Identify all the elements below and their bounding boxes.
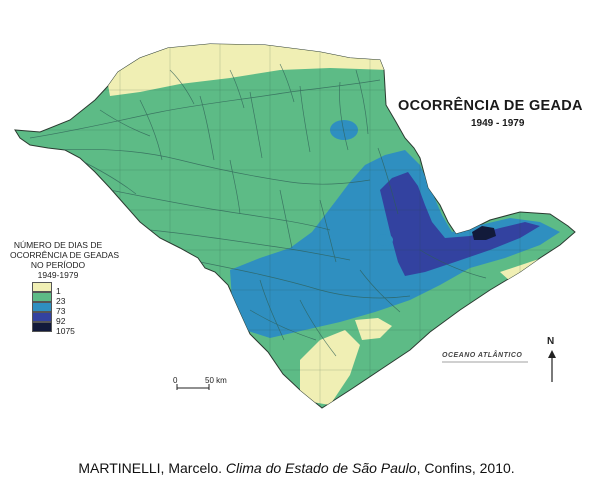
legend: NÚMERO DE DIAS DE OCORRÊNCIA DE GEADAS N… <box>10 240 120 336</box>
legend-item-class-1075: 1075 <box>32 322 120 336</box>
scale-end-label: 50 km <box>205 376 227 385</box>
legend-label: 1 <box>56 286 61 296</box>
legend-swatch <box>32 312 52 322</box>
legend-swatch <box>32 292 52 302</box>
legend-swatch <box>32 322 52 332</box>
legend-label: 92 <box>56 316 66 326</box>
map-title: OCORRÊNCIA DE GEADA <box>398 98 583 114</box>
river-network <box>29 63 487 357</box>
legend-item-class-1: 1 <box>32 282 120 296</box>
legend-title: NÚMERO DE DIAS DE OCORRÊNCIA DE GEADAS N… <box>10 240 120 280</box>
legend-title-line: NO PERÍODO <box>30 260 86 270</box>
legend-label: 23 <box>56 296 66 306</box>
zone-class-1-coast-mid <box>355 318 392 340</box>
legend-title-line: OCORRÊNCIA DE GEADAS <box>10 250 120 260</box>
legend-label: 73 <box>56 306 66 316</box>
legend-label: 1075 <box>56 326 75 336</box>
ocean-label: OCEANO ATLÂNTICO <box>442 352 523 359</box>
zone-class-1-north <box>100 44 390 96</box>
figure-caption: MARTINELLI, Marcelo. Clima do Estado de … <box>0 460 593 476</box>
legend-title-line: NÚMERO DE DIAS DE <box>13 240 103 250</box>
legend-swatch <box>32 282 52 292</box>
legend-list: 1 23 73 92 1075 <box>32 282 120 336</box>
legend-item-class-23: 23 <box>32 292 120 306</box>
map-period: 1949 - 1979 <box>471 118 525 129</box>
legend-swatch <box>32 302 52 312</box>
zone-class-73-north-patch <box>330 120 358 140</box>
zone-class-1075 <box>472 226 496 240</box>
scale-start-label: 0 <box>173 376 178 385</box>
legend-item-class-92: 92 <box>32 312 120 326</box>
legend-title-line: 1949-1979 <box>37 270 79 280</box>
caption-author: MARTINELLI, Marcelo. <box>78 460 226 476</box>
zone-class-73-coast-patch <box>377 234 393 246</box>
caption-work-title: Clima do Estado de São Paulo <box>225 460 417 476</box>
zone-class-1-coast-west <box>300 330 360 405</box>
scale-bar <box>176 384 210 390</box>
north-arrow-icon <box>548 350 556 382</box>
caption-publisher: , Confins, 2010. <box>416 460 515 476</box>
north-label: N <box>547 336 555 347</box>
frost-occurrence-map <box>14 43 576 409</box>
legend-item-class-73: 73 <box>32 302 120 316</box>
